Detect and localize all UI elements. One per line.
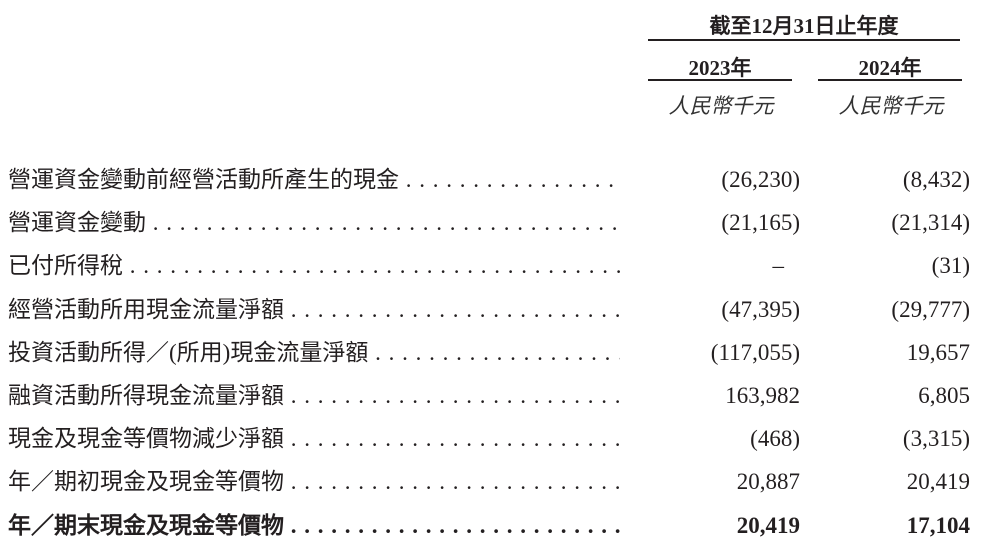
period-header: 截至12月31日止年度: [709, 14, 899, 38]
header-rule: [648, 39, 960, 41]
value-2024: (29,777): [891, 296, 970, 322]
value-2024: 6,805: [918, 383, 970, 408]
value-2024: (3,315): [902, 426, 970, 452]
table-row: 已付所得稅 – (31): [8, 246, 984, 286]
value-2024: (31): [931, 253, 970, 279]
year-header-2024: 2024年: [858, 56, 922, 80]
table-row: 投資活動所得／(所用)現金流量淨額 (117,055) 19,657: [8, 333, 984, 373]
row-label: 經營活動所用現金流量淨額: [8, 290, 620, 330]
row-label: 投資活動所得／(所用)現金流量淨額: [8, 333, 620, 373]
row-label: 年／期末現金及現金等價物: [8, 506, 620, 546]
table-row: 經營活動所用現金流量淨額 (47,395) (29,777): [8, 290, 984, 330]
value-2024: (8,432): [902, 167, 970, 192]
value-2023: 20,419: [736, 512, 800, 538]
value-2023: (117,055): [710, 339, 800, 365]
value-2023: 163,982: [725, 383, 800, 408]
table-row: 年／期初現金及現金等價物 20,887 20,419: [8, 462, 984, 502]
value-2023: 20,887: [736, 469, 800, 495]
value-2023: (468): [750, 426, 800, 452]
value-2024: 19,657: [906, 339, 970, 365]
table-row: 營運資金變動 (21,165) (21,314): [8, 203, 984, 243]
row-label: 年／期初現金及現金等價物: [8, 462, 620, 502]
table-row: 年／期末現金及現金等價物 20,419 17,104: [8, 506, 984, 546]
row-label: 營運資金變動: [8, 203, 620, 243]
row-label: 營運資金變動前經營活動所產生的現金: [8, 160, 620, 200]
value-2023: (47,395): [721, 296, 800, 322]
row-label: 已付所得稅: [8, 246, 620, 286]
unit-label-2024: 人民幣千元: [838, 94, 944, 118]
year-rule-2023: [648, 79, 792, 81]
table-row: 融資活動所得現金流量淨額 163,982 6,805: [8, 376, 984, 416]
table-row: 營運資金變動前經營活動所產生的現金 (26,230) (8,432): [8, 160, 984, 200]
row-label: 融資活動所得現金流量淨額: [8, 376, 620, 416]
unit-label-2023: 人民幣千元: [668, 94, 774, 118]
value-2024: 17,104: [906, 512, 970, 538]
value-2023: (21,165): [721, 210, 800, 236]
value-2024: 20,419: [906, 469, 970, 495]
table-row: 現金及現金等價物減少淨額 (468) (3,315): [8, 419, 984, 459]
value-2023: –: [772, 253, 785, 279]
row-label: 現金及現金等價物減少淨額: [8, 419, 620, 459]
value-2024: (21,314): [891, 210, 970, 236]
year-header-2023: 2023年: [688, 56, 752, 80]
value-2023: (26,230): [721, 167, 800, 192]
year-rule-2024: [818, 79, 962, 81]
